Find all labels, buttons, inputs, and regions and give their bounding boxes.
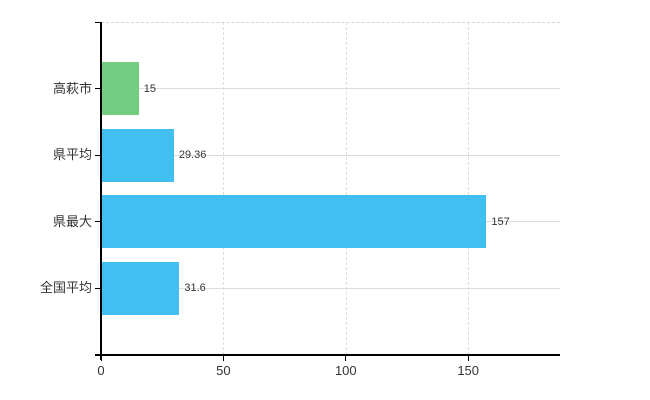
y-axis-tick xyxy=(95,88,101,90)
vertical-gridline xyxy=(468,22,470,355)
horizontal-gridline xyxy=(101,88,560,90)
horizontal-gridline xyxy=(101,154,560,156)
x-axis-tick-label: 0 xyxy=(97,363,105,378)
y-axis xyxy=(100,22,102,360)
x-axis-tick xyxy=(222,356,224,361)
vertical-gridline xyxy=(345,22,347,355)
x-axis xyxy=(95,354,560,356)
x-axis-tick-label: 100 xyxy=(334,363,357,378)
bar-value-label: 31.6 xyxy=(184,282,206,295)
x-axis-tick xyxy=(345,356,347,361)
bar xyxy=(102,261,180,315)
x-axis-tick-label: 50 xyxy=(216,363,231,378)
y-axis-top-tick xyxy=(95,22,101,23)
y-axis-category-label: 県平均 xyxy=(52,147,92,163)
vertical-gridline xyxy=(223,22,225,355)
bar-value-label: 157 xyxy=(491,215,510,228)
x-axis-tick xyxy=(100,356,102,361)
horizontal-gridline xyxy=(101,287,560,289)
y-axis-category-label: 高萩市 xyxy=(52,80,92,96)
x-axis-tick-label: 150 xyxy=(457,363,480,378)
bar xyxy=(102,128,174,182)
bar xyxy=(102,62,139,116)
x-axis-tick xyxy=(467,356,469,361)
plot-area-top-border xyxy=(101,22,560,23)
bar xyxy=(102,195,487,249)
y-axis-tick xyxy=(95,154,101,156)
y-axis-tick xyxy=(95,287,101,289)
y-axis-tick xyxy=(95,221,101,223)
bar-value-label: 29.36 xyxy=(178,149,207,162)
y-axis-category-label: 県最大 xyxy=(52,213,92,229)
y-axis-category-label: 全国平均 xyxy=(39,280,92,296)
bar-value-label: 15 xyxy=(143,82,156,95)
